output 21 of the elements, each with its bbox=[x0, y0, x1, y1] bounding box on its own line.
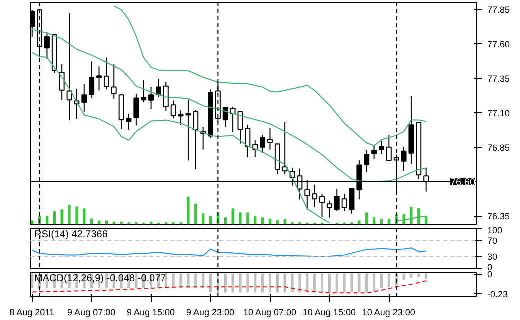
x-tick-label: 10 Aug 23:00 bbox=[362, 308, 416, 318]
chart-title: RSI(14) 42.7366 bbox=[34, 230, 108, 240]
ref-line-label: 76.60 bbox=[450, 177, 476, 188]
y-tick-label: 77.85 bbox=[488, 4, 510, 15]
x-tick-label: 9 Aug 07:00 bbox=[68, 308, 116, 318]
y-tick-label: 77.35 bbox=[488, 74, 510, 84]
x-tick-label: 10 Aug 07:00 bbox=[243, 308, 297, 318]
y-tick-label: 76.85 bbox=[488, 142, 510, 153]
y-tick-label: 76.35 bbox=[488, 212, 510, 222]
y-tick-label: 30 bbox=[488, 252, 498, 262]
y-tick-label: 100 bbox=[488, 226, 503, 236]
chart-title: MACD(12,26,9) -0.048 -0.077 bbox=[34, 274, 167, 284]
x-tick-label: 9 Aug 15:00 bbox=[127, 308, 176, 318]
y-tick-label: 70 bbox=[488, 236, 498, 246]
y-tick-label: 77.60 bbox=[488, 39, 510, 50]
y-tick-label: 77.10 bbox=[488, 108, 510, 118]
x-tick-label: 8 Aug 2011 bbox=[10, 308, 55, 318]
x-tick-label: 9 Aug 23:00 bbox=[186, 308, 235, 318]
y-tick-label: -0.23 bbox=[488, 289, 508, 300]
y-tick-label: 0 bbox=[488, 270, 493, 280]
x-tick-label: 10 Aug 15:00 bbox=[302, 308, 356, 318]
